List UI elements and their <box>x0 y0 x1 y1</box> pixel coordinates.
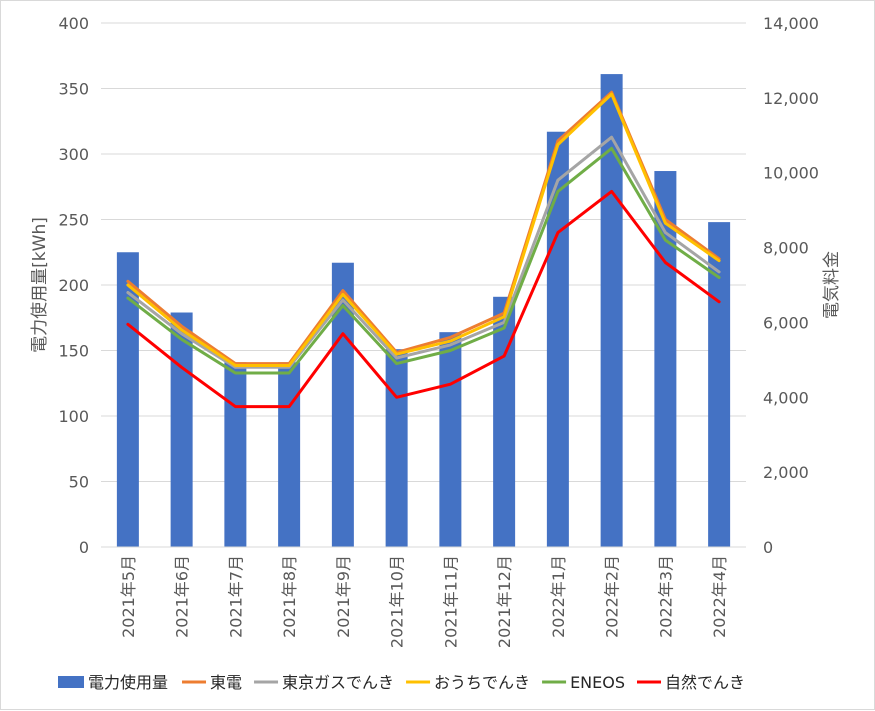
y-tick-label: 300 <box>58 145 89 164</box>
y2-tick-label: 0 <box>763 538 773 557</box>
y-tick-label: 0 <box>79 538 89 557</box>
y-tick-label: 350 <box>58 80 89 99</box>
series-line <box>126 92 721 367</box>
legend-label: 自然でんき <box>665 673 745 692</box>
x-tick-label: 2021年10月 <box>388 555 407 648</box>
series-line <box>126 146 721 375</box>
x-tick-label: 2021年12月 <box>495 555 514 648</box>
gridlines <box>101 22 746 548</box>
y-tick-label: 100 <box>58 407 89 426</box>
series-line <box>126 189 721 409</box>
x-tick-label: 2021年5月 <box>119 555 138 638</box>
x-tick-label: 2021年9月 <box>334 555 353 638</box>
bar <box>439 332 462 547</box>
y2-tick-label: 4,000 <box>763 388 809 407</box>
bar <box>708 222 731 547</box>
y2-tick-label: 14,000 <box>763 14 819 33</box>
legend-label: 東電 <box>210 673 242 692</box>
right-axis-ticks: 0 2,000 4,000 6,000 8,000 10,000 12,000 14,000 <box>763 14 819 557</box>
y-tick-label: 150 <box>58 342 89 361</box>
bar <box>546 131 569 548</box>
y2-axis-title: 電気料金 <box>822 251 842 319</box>
legend-label: 東京ガスでんき <box>282 673 394 692</box>
y-tick-label: 200 <box>58 276 89 295</box>
x-tick-label: 2021年7月 <box>226 555 245 638</box>
bar <box>224 362 247 547</box>
x-tick-label: 2021年6月 <box>173 555 192 638</box>
left-axis-ticks: 0 50 100 150 200 250 300 350 400 <box>58 14 89 557</box>
series-line <box>126 90 721 366</box>
x-tick-label: 2021年8月 <box>280 555 299 638</box>
bar-series <box>116 74 731 548</box>
legend-label: 電力使用量 <box>88 673 168 692</box>
y-axis-title: 電力使用量[kWh] <box>29 217 50 353</box>
y-tick-label: 50 <box>69 473 89 492</box>
bar <box>170 312 193 547</box>
bar <box>600 74 623 547</box>
bar <box>116 252 139 547</box>
y2-tick-label: 8,000 <box>763 239 809 258</box>
x-tick-label: 2021年11月 <box>441 555 460 648</box>
y-tick-label: 400 <box>58 14 89 33</box>
series-line <box>126 135 721 369</box>
bar <box>385 349 408 547</box>
bar <box>493 296 516 547</box>
y2-tick-label: 10,000 <box>763 164 819 183</box>
x-axis-ticks: 2021年5月 2021年6月 2021年7月 2021年8月 2021年9月 2021年… <box>119 555 729 648</box>
line-series <box>126 90 721 409</box>
x-tick-label: 2022年1月 <box>549 555 568 638</box>
legend: 電力使用量 東電 東京ガスでんき おうちでんき ENEOS 自然でんき <box>58 673 745 692</box>
x-tick-label: 2022年3月 <box>656 555 675 638</box>
bar <box>278 362 301 547</box>
bar <box>331 262 354 547</box>
x-tick-label: 2022年2月 <box>603 555 622 638</box>
y2-tick-label: 6,000 <box>763 313 809 332</box>
y2-tick-label: 12,000 <box>763 89 819 108</box>
y-tick-label: 250 <box>58 211 89 230</box>
x-tick-label: 2022年4月 <box>710 555 729 638</box>
legend-swatch <box>58 676 84 688</box>
y2-tick-label: 2,000 <box>763 463 809 482</box>
legend-label: ENEOS <box>570 673 625 692</box>
legend-label: おうちでんき <box>434 673 530 692</box>
